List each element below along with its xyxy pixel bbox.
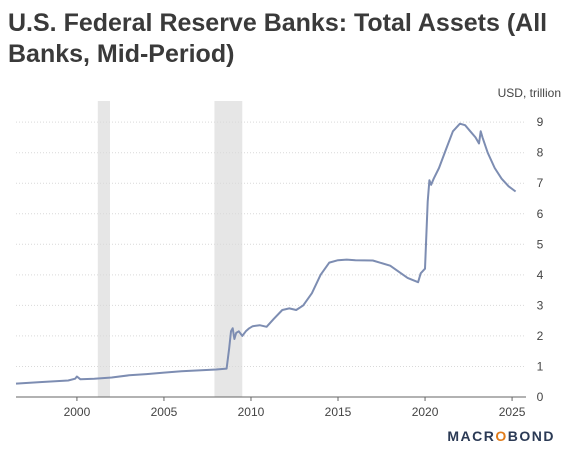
y-tick-label: 6 <box>537 207 544 221</box>
brand-pre: MACR <box>447 428 496 444</box>
brand-post: BOND <box>507 428 555 444</box>
y-tick-label: 5 <box>537 237 544 251</box>
y-tick-label: 0 <box>537 390 544 404</box>
brand-o: O <box>495 428 508 444</box>
x-tick-label: 2000 <box>64 405 91 419</box>
x-tick-label: 2010 <box>238 405 265 419</box>
x-tick-label: 2020 <box>412 405 439 419</box>
y-axis-ticks: 0 1 2 3 4 5 6 7 8 9 <box>537 115 544 404</box>
y-tick-label: 9 <box>537 115 544 129</box>
x-tick-label: 2005 <box>151 405 178 419</box>
chart-title: U.S. Federal Reserve Banks: Total Assets… <box>8 9 548 68</box>
y-tick-label: 1 <box>537 359 544 373</box>
y-tick-label: 3 <box>537 298 544 312</box>
y-tick-label: 8 <box>537 146 544 160</box>
grid-lines <box>16 121 526 367</box>
macrobond-logo: MACROBOND <box>447 428 555 444</box>
x-tick-label: 2025 <box>499 405 526 419</box>
recession-shading <box>97 101 243 397</box>
series-group <box>15 122 517 385</box>
series-line-0 <box>15 122 517 385</box>
x-tick-label: 2015 <box>325 405 352 419</box>
y-tick-label: 7 <box>537 176 544 190</box>
y-tick-label: 2 <box>537 329 544 343</box>
recession-band-0 <box>97 101 110 397</box>
y-axis-unit-label: USD, trillion <box>497 86 561 100</box>
y-tick-label: 4 <box>537 268 544 282</box>
x-axis-ticks: 2000 2005 2010 2015 2020 2025 <box>64 397 526 419</box>
